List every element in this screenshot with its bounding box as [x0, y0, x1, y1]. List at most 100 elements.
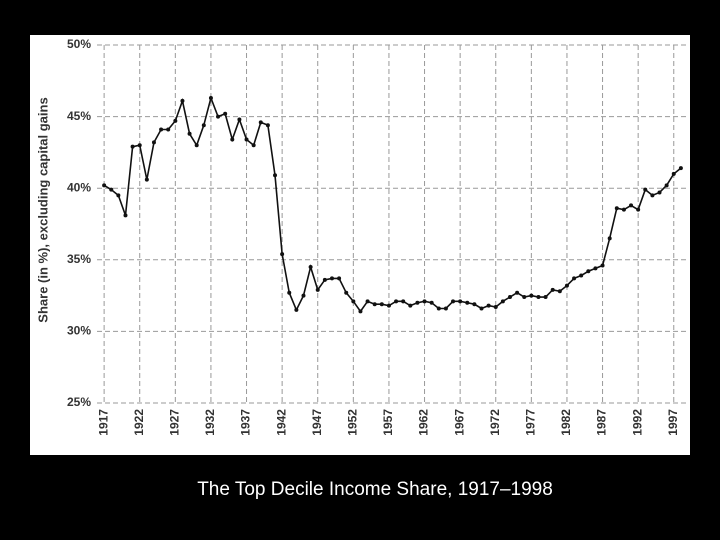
data-point [621, 207, 626, 212]
data-point [543, 295, 548, 300]
x-tick-label: 1972 [488, 409, 502, 436]
data-point [557, 289, 562, 294]
data-point [493, 305, 498, 310]
data-point [230, 137, 235, 142]
data-point [287, 290, 292, 295]
data-point [564, 283, 569, 288]
data-point [607, 236, 612, 241]
data-point [223, 111, 228, 116]
y-tick-label: 30% [67, 324, 91, 338]
data-point [500, 299, 505, 304]
data-point [144, 177, 149, 182]
data-point [529, 293, 534, 298]
data-point [436, 306, 441, 311]
data-point [586, 269, 591, 274]
data-point [344, 290, 349, 295]
data-point [636, 207, 641, 212]
data-point [372, 302, 377, 307]
data-point [166, 127, 171, 132]
data-point [550, 287, 555, 292]
data-point [579, 273, 584, 278]
data-point [159, 127, 164, 132]
data-point [315, 287, 320, 292]
data-point [657, 190, 662, 195]
data-line [103, 95, 682, 313]
data-point [379, 302, 384, 307]
data-point [678, 166, 683, 171]
data-point [472, 302, 477, 307]
data-point [458, 299, 463, 304]
x-tick-label: 1942 [274, 409, 288, 436]
data-point [173, 118, 178, 123]
y-tick-label: 50% [67, 37, 91, 51]
y-tick-label: 45% [67, 109, 91, 123]
x-tick-label: 1957 [381, 409, 395, 436]
x-tick-label: 1937 [239, 409, 253, 436]
data-point [465, 300, 470, 305]
data-point [123, 213, 128, 218]
data-point [664, 183, 669, 188]
y-tick-label: 25% [67, 395, 91, 409]
data-point [265, 123, 270, 128]
y-axis-label: Share (in %), excluding capital gains [35, 97, 50, 322]
x-tick-label: 1947 [310, 409, 324, 436]
x-tick-label: 1977 [524, 409, 538, 436]
data-point [650, 193, 655, 198]
data-point [329, 276, 334, 281]
data-point [572, 276, 577, 281]
x-tick-label: 1927 [167, 409, 181, 436]
data-point [486, 303, 491, 308]
data-point [479, 306, 484, 311]
data-point [522, 295, 527, 300]
data-point [130, 144, 135, 149]
data-point [358, 309, 363, 314]
data-point [237, 117, 242, 122]
x-tick-label: 1922 [132, 409, 146, 436]
data-point [337, 276, 342, 281]
data-point [408, 303, 413, 308]
data-point [294, 307, 299, 312]
data-point [351, 299, 356, 304]
y-tick-label: 35% [67, 252, 91, 266]
data-point [322, 277, 327, 282]
data-point [629, 203, 634, 208]
data-point [273, 173, 278, 178]
data-point [443, 306, 448, 311]
data-point [429, 300, 434, 305]
x-tick-label: 1952 [346, 409, 360, 436]
data-point [394, 299, 399, 304]
data-point [614, 206, 619, 211]
data-point [258, 120, 263, 125]
data-point [201, 123, 206, 128]
data-point [536, 295, 541, 300]
data-point [116, 193, 121, 198]
data-point [451, 299, 456, 304]
data-point [600, 263, 605, 268]
data-point [507, 295, 512, 300]
x-tick-label: 1967 [452, 409, 466, 436]
data-point [102, 183, 107, 188]
data-point [208, 95, 213, 100]
data-point [593, 266, 598, 271]
data-point [415, 300, 420, 305]
data-point [216, 114, 221, 119]
data-point [365, 299, 370, 304]
data-point [386, 303, 391, 308]
data-point [643, 187, 648, 192]
data-point [422, 299, 427, 304]
x-tick-label: 1932 [203, 409, 217, 436]
data-point [180, 98, 185, 103]
data-point [515, 290, 520, 295]
x-tick-label: 1987 [595, 409, 609, 436]
chart-title: The Top Decile Income Share, 1917–1998 [197, 479, 553, 500]
chart-panel [30, 35, 690, 455]
x-tick-label: 1992 [630, 409, 644, 436]
data-point [251, 143, 256, 148]
x-tick-label: 1982 [559, 409, 573, 436]
data-point [151, 140, 156, 145]
data-point [194, 143, 199, 148]
data-point [308, 264, 313, 269]
x-tick-label: 1962 [417, 409, 431, 436]
data-point [301, 293, 306, 298]
